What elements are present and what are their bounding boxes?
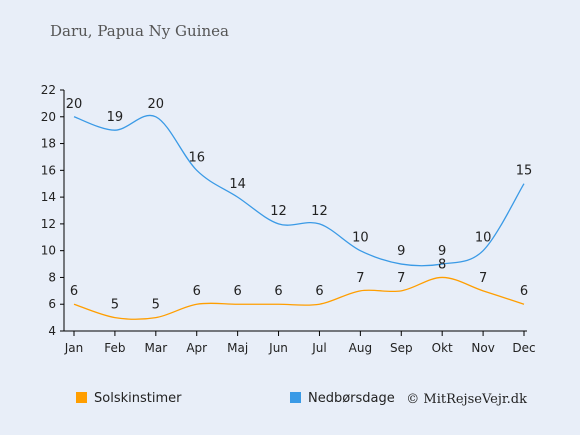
data-label-nedborsdage: 9 <box>397 244 405 259</box>
legend-label-solskinstimer: Solskinstimer <box>94 391 182 406</box>
data-label-nedborsdage: 19 <box>107 110 124 125</box>
legend-swatch-nedborsdage <box>290 392 301 403</box>
data-label-nedborsdage: 20 <box>148 97 165 112</box>
chart-legend: Solskinstimer Nedbørsdage <box>76 391 395 406</box>
x-tick-label: Nov <box>471 341 494 355</box>
chart-data-labels: 6 5 5 6 6 6 6 7 7 8 7 6 20 19 20 16 14 12 12 10 9 9 10 15 <box>66 97 533 313</box>
data-label-solskinstimer: 7 <box>397 271 405 286</box>
credit-text: © MitRejseVejr.dk <box>406 392 527 407</box>
data-label-solskinstimer: 7 <box>479 271 487 286</box>
data-label-solskinstimer: 6 <box>233 284 241 299</box>
data-label-solskinstimer: 7 <box>356 271 364 286</box>
data-label-solskinstimer: 8 <box>438 257 446 272</box>
data-label-nedborsdage: 15 <box>516 164 533 179</box>
x-tick-label: Jan <box>64 341 84 355</box>
series-line-solskinstimer <box>73 276 525 320</box>
data-label-nedborsdage: 12 <box>311 204 328 219</box>
data-label-nedborsdage: 16 <box>188 150 205 165</box>
x-tick-label: Jul <box>311 341 326 355</box>
x-tick-label: Mar <box>144 341 167 355</box>
x-tick-label: Apr <box>186 341 207 355</box>
y-tick-label: 22 <box>41 83 56 97</box>
data-label-nedborsdage: 9 <box>438 244 446 259</box>
data-label-solskinstimer: 5 <box>152 298 160 313</box>
x-tick-label: Dec <box>512 341 535 355</box>
x-tick-label: Maj <box>227 341 248 355</box>
y-tick-label: 4 <box>48 324 56 338</box>
data-label-solskinstimer: 6 <box>520 284 528 299</box>
y-tick-label: 18 <box>41 137 56 151</box>
data-label-solskinstimer: 5 <box>111 298 119 313</box>
y-tick-label: 8 <box>48 270 56 284</box>
y-tick-label: 6 <box>48 297 56 311</box>
y-tick-label: 16 <box>41 163 56 177</box>
y-tick-label: 20 <box>41 110 56 124</box>
data-label-nedborsdage: 10 <box>352 231 369 246</box>
legend-swatch-solskinstimer <box>76 392 87 403</box>
data-label-nedborsdage: 10 <box>475 231 492 246</box>
data-label-solskinstimer: 6 <box>193 284 201 299</box>
x-tick-label: Jun <box>268 341 288 355</box>
data-label-nedborsdage: 12 <box>270 204 287 219</box>
data-label-solskinstimer: 6 <box>274 284 282 299</box>
y-tick-label: 12 <box>41 217 56 231</box>
data-label-solskinstimer: 6 <box>315 284 323 299</box>
chart-lines <box>73 114 525 320</box>
series-line-nedborsdage <box>73 114 525 267</box>
legend-label-nedborsdage: Nedbørsdage <box>308 391 395 406</box>
x-tick-label: Feb <box>104 341 125 355</box>
y-tick-label: 14 <box>41 190 56 204</box>
x-tick-label: Okt <box>432 341 453 355</box>
x-tick-label: Aug <box>349 341 372 355</box>
y-tick-label: 10 <box>41 244 56 258</box>
x-tick-label: Sep <box>390 341 413 355</box>
data-label-nedborsdage: 20 <box>66 97 83 112</box>
chart-subtitle: Daru, Papua Ny Guinea <box>50 22 229 40</box>
data-label-nedborsdage: 14 <box>229 177 246 192</box>
data-label-solskinstimer: 6 <box>70 284 78 299</box>
